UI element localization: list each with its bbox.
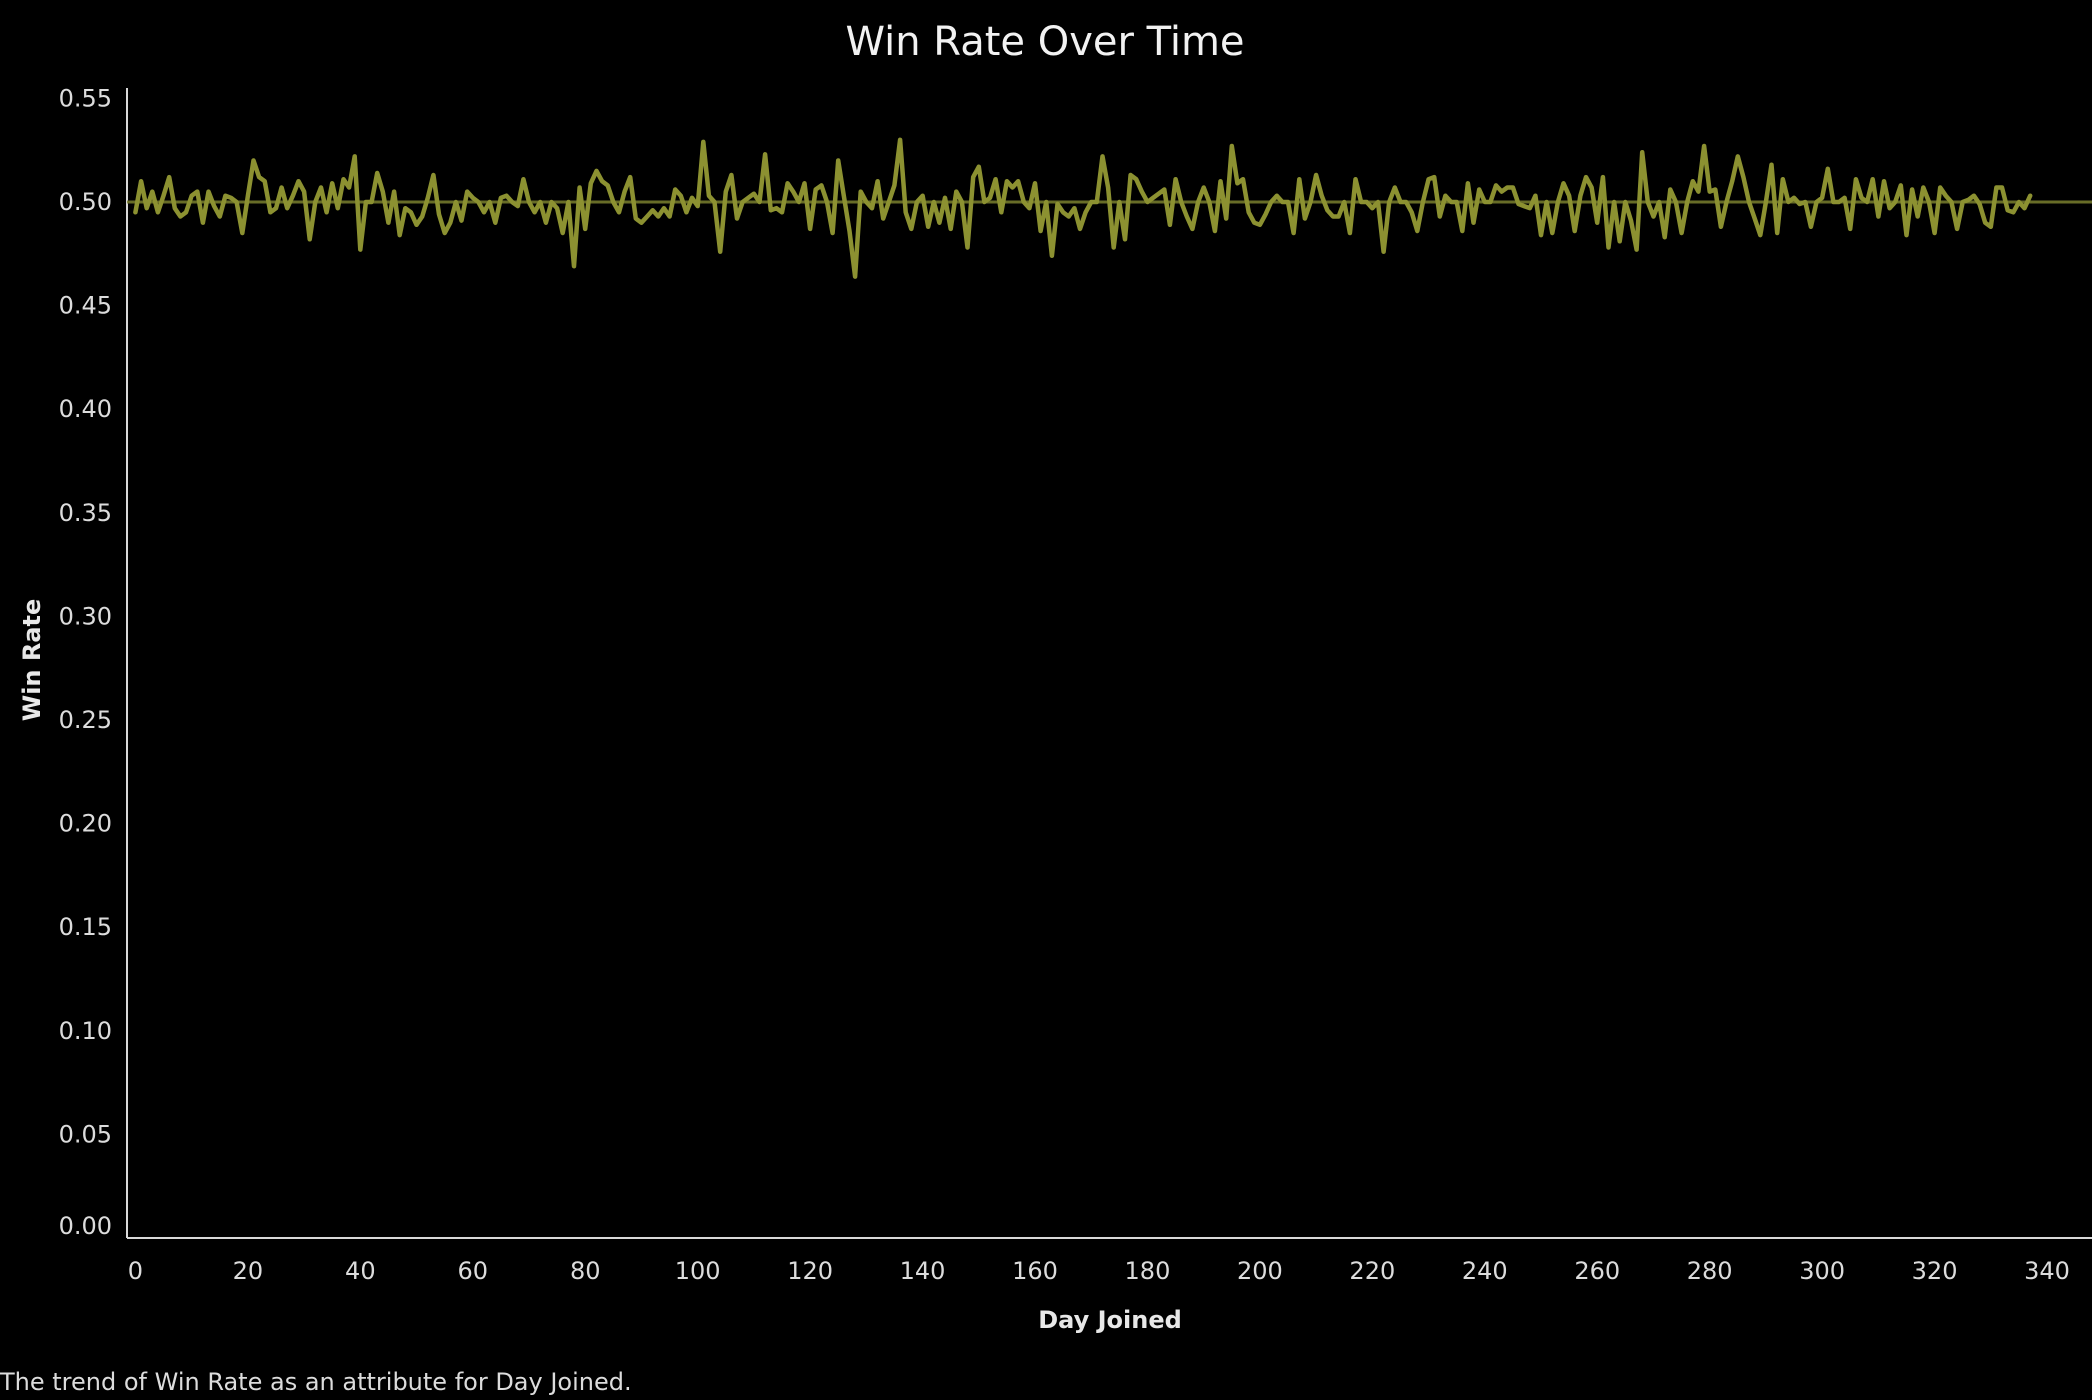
y-tick-label: 0.10 <box>59 1017 112 1045</box>
x-tick-label: 340 <box>2024 1257 2070 1285</box>
y-tick-label: 0.30 <box>59 602 112 630</box>
y-tick-label: 0.05 <box>59 1120 112 1148</box>
x-tick-label: 20 <box>233 1257 264 1285</box>
y-tick-label: 0.20 <box>59 810 112 838</box>
x-tick-label: 60 <box>457 1257 488 1285</box>
x-tick-label: 80 <box>570 1257 601 1285</box>
y-tick-label: 0.00 <box>59 1212 112 1240</box>
x-tick-label: 200 <box>1237 1257 1283 1285</box>
x-tick-label: 120 <box>787 1257 833 1285</box>
series-line-win-rate <box>133 137 2033 279</box>
x-tick-label: 0 <box>128 1257 143 1285</box>
x-tick-label: 280 <box>1687 1257 1733 1285</box>
y-tick-label: 0.25 <box>59 706 112 734</box>
x-tick-label: 320 <box>1912 1257 1958 1285</box>
x-tick-label: 140 <box>900 1257 946 1285</box>
chart-title: Win Rate Over Time <box>845 19 1244 65</box>
x-tick-label: 180 <box>1125 1257 1171 1285</box>
y-tick-label: 0.50 <box>59 188 112 216</box>
chart-caption: The trend of Win Rate as an attribute fo… <box>0 1368 632 1396</box>
y-tick-label: 0.35 <box>59 499 112 527</box>
y-tick-label: 0.45 <box>59 292 112 320</box>
x-tick-label: 160 <box>1012 1257 1058 1285</box>
x-tick-label: 240 <box>1462 1257 1508 1285</box>
x-tick-label: 260 <box>1574 1257 1620 1285</box>
y-tick-labels: 0.00 0.05 0.10 0.15 0.20 0.25 0.30 0.35 0.40 0.45… <box>59 84 112 1240</box>
y-tick-label: 0.40 <box>59 395 112 423</box>
x-tick-label: 300 <box>1799 1257 1845 1285</box>
x-tick-label: 100 <box>675 1257 721 1285</box>
x-tick-label: 40 <box>345 1257 376 1285</box>
y-tick-label: 0.15 <box>59 913 112 941</box>
y-axis-title: Win Rate <box>18 599 46 722</box>
x-tick-labels: 0 20 40 60 80 100 120 140 160 180 200 220 240 260 280 3… <box>128 1257 2070 1285</box>
x-axis-title: Day Joined <box>1038 1306 1182 1334</box>
y-tick-label: 0.55 <box>59 84 112 112</box>
x-tick-label: 220 <box>1349 1257 1395 1285</box>
